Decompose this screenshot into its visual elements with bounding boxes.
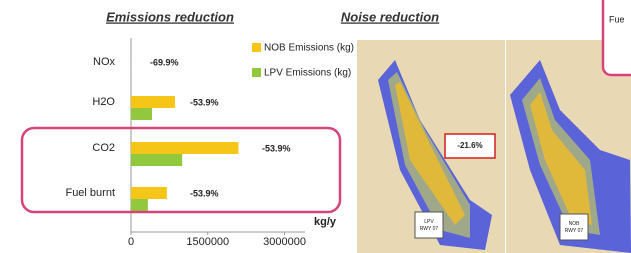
legend-label: LPV Emissions (kg) (264, 68, 351, 79)
annotation: -53.9% (190, 97, 219, 107)
y-tick-label: H2O (92, 96, 115, 108)
legend-label: NOB Emissions (kg) (264, 43, 354, 54)
x-tick-label: 3000000 (263, 236, 306, 248)
x-tick-label: 1500000 (186, 236, 229, 248)
bar (131, 154, 182, 166)
slide: Emissions reduction Noise reduction -21.… (0, 0, 631, 253)
annotation: -69.9% (150, 57, 179, 67)
bar (131, 187, 167, 199)
bar (131, 199, 148, 211)
annotation: -53.9% (190, 188, 219, 198)
bar (131, 96, 175, 108)
y-tick-label: NOx (93, 56, 116, 68)
x-tick-label: 0 (128, 236, 134, 248)
legend-swatch (252, 43, 261, 52)
legend-swatch (252, 68, 261, 77)
chart-title: Emissions reduction (106, 9, 234, 24)
bar (131, 108, 152, 120)
highlight-box (22, 128, 340, 212)
annotation: -53.9% (262, 143, 291, 153)
y-tick-label: CO2 (92, 142, 115, 154)
callout-box (603, 0, 631, 75)
x-axis-label: kg/y (314, 216, 337, 228)
noise-change: -21.6% (457, 141, 482, 150)
bar (131, 142, 238, 154)
callout-text: Fue (609, 14, 625, 24)
y-tick-label: Fuel burnt (65, 187, 115, 199)
noise-title: Noise reduction (341, 9, 439, 24)
